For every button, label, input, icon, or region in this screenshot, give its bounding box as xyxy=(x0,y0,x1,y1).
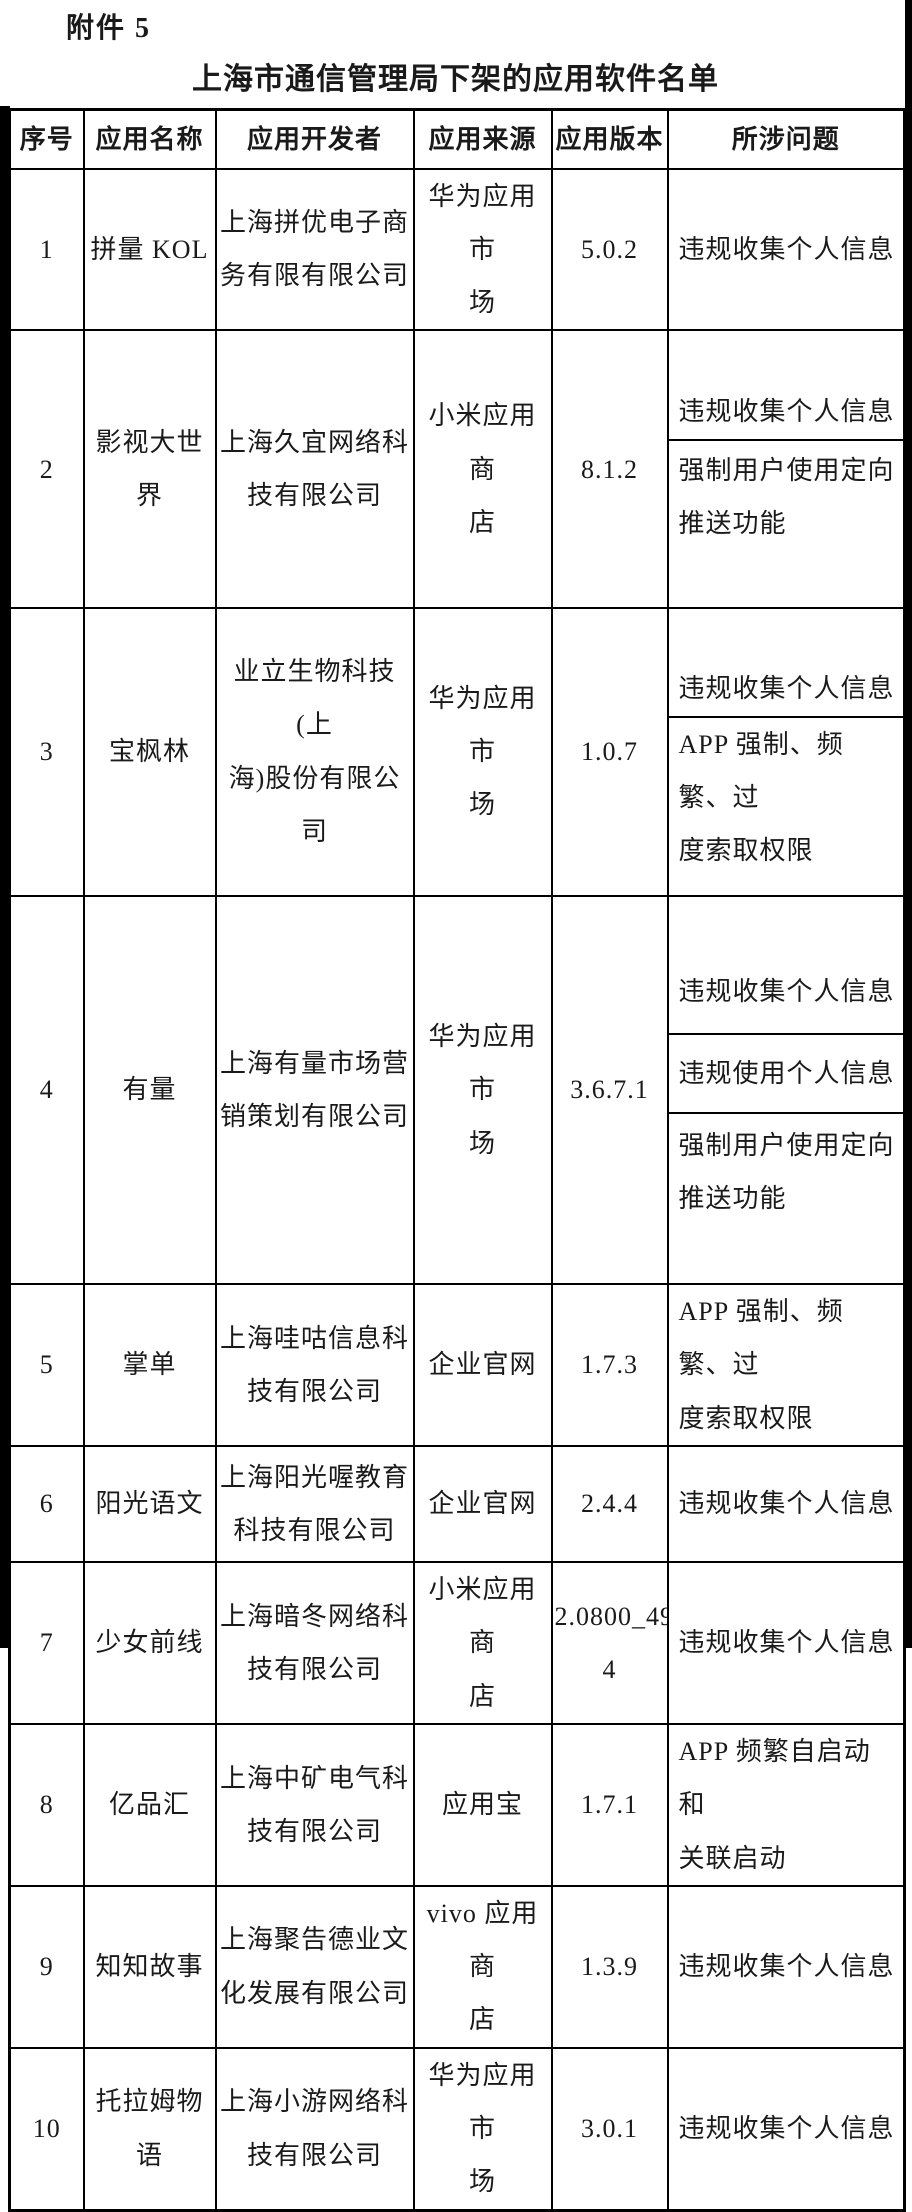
cell-issues: APP 频繁自启动和 关联启动 xyxy=(666,1722,906,1887)
cell-app-version: 2.4.4 xyxy=(550,1445,669,1564)
cell-issues: 违规收集个人信息 xyxy=(666,1445,906,1564)
cell-app-source: 小米应用商 店 xyxy=(412,1561,553,1725)
cell-app-version: 1.7.1 xyxy=(550,1722,669,1887)
cell-app-developer: 上海中矿电气科 技有限公司 xyxy=(214,1722,415,1887)
cell-issues: 违规收集个人信息 违规使用个人信息 强制用户使用定向 推送功能 xyxy=(666,894,906,1286)
table-row: 1 拼量 KOL 上海拼优电子商 务有限有限公司 华为应用市 场 5.0.2 违… xyxy=(8,167,906,332)
cell-app-version: 3.0.1 xyxy=(550,2046,669,2212)
cell-serial-number: 9 xyxy=(8,1884,85,2049)
table-row: 8 亿品汇 上海中矿电气科 技有限公司 应用宝 1.7.1 APP 频繁自启动和… xyxy=(8,1722,906,1887)
issue-item: 强制用户使用定向 推送功能 xyxy=(669,438,903,554)
cell-app-name: 掌单 xyxy=(82,1283,217,1448)
cell-app-version: 8.1.2 xyxy=(550,329,669,609)
cell-app-developer: 上海阳光喔教育 科技有限公司 xyxy=(214,1445,415,1564)
cell-app-developer: 上海暗冬网络科 技有限公司 xyxy=(214,1561,415,1725)
scan-artifact-right-edge xyxy=(905,0,912,1648)
cell-app-name: 阳光语文 xyxy=(82,1445,217,1564)
cell-app-source: 华为应用市 场 xyxy=(412,2046,553,2212)
cell-app-name: 少女前线 xyxy=(82,1561,217,1725)
cell-app-source: 小米应用商 店 xyxy=(412,329,553,609)
table-row: 2 影视大世 界 上海久宜网络科 技有限公司 小米应用商 店 8.1.2 违规收… xyxy=(8,329,906,609)
cell-app-name: 宝枫林 xyxy=(82,606,217,897)
cell-app-source: 华为应用市 场 xyxy=(412,167,553,332)
cell-serial-number: 8 xyxy=(8,1722,85,1887)
cell-app-source: 企业官网 xyxy=(412,1445,553,1564)
cell-serial-number: 1 xyxy=(8,167,85,332)
col-header-version: 应用版本 xyxy=(550,108,669,170)
cell-app-name: 有量 xyxy=(82,894,217,1286)
cell-serial-number: 10 xyxy=(8,2046,85,2212)
cell-app-developer: 上海小游网络科 技有限公司 xyxy=(214,2046,415,2212)
cell-serial-number: 3 xyxy=(8,606,85,897)
cell-app-developer: 上海哇咕信息科 技有限公司 xyxy=(214,1283,415,1448)
table-row: 9 知知故事 上海聚告德业文 化发展有限公司 vivo 应用商 店 1.3.9 … xyxy=(8,1884,906,2049)
cell-issues: APP 强制、频繁、过 度索取权限 xyxy=(666,1283,906,1448)
cell-issues: 违规收集个人信息 xyxy=(666,1561,906,1725)
cell-issues: 违规收集个人信息 xyxy=(666,1884,906,2049)
cell-app-name: 托拉姆物 语 xyxy=(82,2046,217,2212)
col-header-serial: 序号 xyxy=(8,108,85,170)
issue-item: APP 强制、频繁、过 度索取权限 xyxy=(669,715,903,878)
col-header-issues: 所涉问题 xyxy=(666,108,906,170)
cell-app-name: 亿品汇 xyxy=(82,1722,217,1887)
scan-artifact-left-edge xyxy=(0,106,10,1648)
cell-app-version: 2.0800_49 4 xyxy=(550,1561,669,1725)
cell-serial-number: 5 xyxy=(8,1283,85,1448)
issue-item: 违规收集个人信息 xyxy=(678,976,895,1006)
cell-app-version: 1.7.3 xyxy=(550,1283,669,1448)
cell-app-developer: 上海久宜网络科 技有限公司 xyxy=(214,329,415,609)
cell-app-version: 1.0.7 xyxy=(550,606,669,897)
col-header-source: 应用来源 xyxy=(412,108,553,170)
cell-app-source: 企业官网 xyxy=(412,1283,553,1448)
cell-app-version: 3.6.7.1 xyxy=(550,894,669,1286)
issue-item: 违规收集个人信息 xyxy=(678,674,895,704)
cell-serial-number: 6 xyxy=(8,1445,85,1564)
table-row: 3 宝枫林 业立生物科技(上 海)股份有限公司 华为应用市 场 1.0.7 违规… xyxy=(8,606,906,897)
cell-issues: 违规收集个人信息 xyxy=(666,167,906,332)
cell-app-source: 应用宝 xyxy=(412,1722,553,1887)
cell-app-version: 5.0.2 xyxy=(550,167,669,332)
table-row: 10 托拉姆物 语 上海小游网络科 技有限公司 华为应用市 场 3.0.1 违规… xyxy=(8,2046,906,2212)
cell-app-source: vivo 应用商 店 xyxy=(412,1884,553,2049)
cell-app-version: 1.3.9 xyxy=(550,1884,669,2049)
table-row: 7 少女前线 上海暗冬网络科 技有限公司 小米应用商 店 2.0800_49 4… xyxy=(8,1561,906,1725)
col-header-app-name: 应用名称 xyxy=(82,108,217,170)
cell-app-developer: 上海聚告德业文 化发展有限公司 xyxy=(214,1884,415,2049)
cell-issues: 违规收集个人信息 强制用户使用定向 推送功能 xyxy=(666,329,906,609)
cell-serial-number: 4 xyxy=(8,894,85,1286)
cell-app-name: 拼量 KOL xyxy=(82,167,217,332)
cell-app-source: 华为应用市 场 xyxy=(412,606,553,897)
cell-app-developer: 上海有量市场营 销策划有限公司 xyxy=(214,894,415,1286)
cell-serial-number: 2 xyxy=(8,329,85,609)
col-header-developer: 应用开发者 xyxy=(214,108,415,170)
attachment-label: 附件 5 xyxy=(66,13,152,44)
cell-issues: 违规收集个人信息 xyxy=(666,2046,906,2212)
cell-app-name: 知知故事 xyxy=(82,1884,217,2049)
cell-app-developer: 业立生物科技(上 海)股份有限公司 xyxy=(214,606,415,897)
issue-item: 违规使用个人信息 xyxy=(669,1032,903,1112)
table-row: 4 有量 上海有量市场营 销策划有限公司 华为应用市 场 3.6.7.1 违规收… xyxy=(8,894,906,1286)
table-row: 5 掌单 上海哇咕信息科 技有限公司 企业官网 1.7.3 APP 强制、频繁、… xyxy=(8,1283,906,1448)
table-row: 6 阳光语文 上海阳光喔教育 科技有限公司 企业官网 2.4.4 违规收集个人信… xyxy=(8,1445,906,1564)
cell-serial-number: 7 xyxy=(8,1561,85,1725)
issue-item: 违规收集个人信息 xyxy=(678,397,895,427)
table-header-row: 序号 应用名称 应用开发者 应用来源 应用版本 所涉问题 xyxy=(8,108,906,170)
cell-app-developer: 上海拼优电子商 务有限有限公司 xyxy=(214,167,415,332)
issue-item: 强制用户使用定向 推送功能 xyxy=(669,1111,903,1230)
page-title: 上海市通信管理局下架的应用软件名单 xyxy=(192,63,719,96)
removed-apps-table: 序号 应用名称 应用开发者 应用来源 应用版本 所涉问题 1 拼量 KOL 上海… xyxy=(8,108,906,2212)
cell-app-source: 华为应用市 场 xyxy=(412,894,553,1286)
cell-app-name: 影视大世 界 xyxy=(82,329,217,609)
cell-issues: 违规收集个人信息 APP 强制、频繁、过 度索取权限 xyxy=(666,606,906,897)
